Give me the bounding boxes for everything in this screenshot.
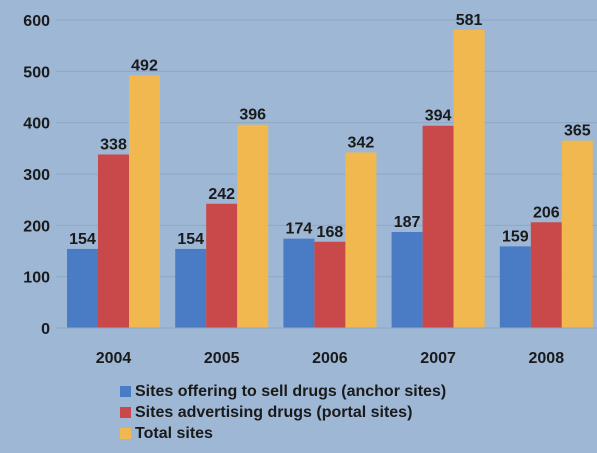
data-label-2007-series-2: 581 [456,12,483,29]
data-label-2005-series-1: 242 [208,186,235,203]
y-tick-label-500: 500 [23,64,50,81]
bar-2006-series-2 [345,152,377,328]
bar-2008-series-0 [499,246,531,328]
legend-item-portal: Sites advertising drugs (portal sites) [120,402,446,423]
data-label-2006-series-1: 168 [317,224,344,241]
y-tick-label-200: 200 [23,218,50,235]
data-label-2006-series-2: 342 [348,134,375,151]
bar-2004-series-2 [129,75,160,328]
x-tick-label-2006: 2006 [312,350,348,367]
bar-2007-series-0 [391,232,423,328]
data-label-2007-series-0: 187 [394,214,421,231]
legend-item-anchor: Sites offering to sell drugs (anchor sit… [120,381,446,402]
x-tick-label-2007: 2007 [420,350,456,367]
y-tick-label-300: 300 [23,167,50,184]
bar-2008-series-2 [561,140,593,328]
data-label-2008-series-1: 206 [533,204,560,221]
y-tick-label-400: 400 [23,116,50,133]
y-tick-label-600: 600 [23,13,50,30]
legend-label-anchor: Sites offering to sell drugs (anchor sit… [135,383,447,400]
data-label-2008-series-2: 365 [564,123,591,140]
legend: Sites offering to sell drugs (anchor sit… [120,381,446,444]
data-labels: 154 338 492 154 242 396 174 168 342 187 394 581 1592… [69,12,591,248]
bar-2008-series-1 [530,222,562,328]
data-label-2004-series-1: 338 [100,136,127,153]
y-tick-label-100: 100 [23,270,50,287]
bar-2005-series-1 [206,203,238,328]
y-axis-labels: 0 100 200 300 400 500 600 [23,13,50,338]
legend-swatch-total [120,428,131,439]
legend-swatch-anchor [120,386,131,397]
legend-label-portal: Sites advertising drugs (portal sites) [135,404,413,421]
data-label-2004-series-2: 492 [131,57,158,74]
legend-swatch-portal [120,407,131,418]
x-tick-label-2005: 2005 [204,350,240,367]
bars [67,29,593,329]
bar-2007-series-1 [422,125,454,328]
bar-2004-series-1 [98,154,129,328]
data-label-2008-series-0: 159 [502,228,529,245]
bar-chart: 0 100 200 300 400 500 600 2004 2005 2006 2007 2008… [23,12,597,367]
data-label-2007-series-1: 394 [425,108,452,125]
bar-2005-series-2 [237,124,269,328]
bar-2006-series-1 [314,241,346,328]
bar-2004-series-0 [67,248,98,328]
bar-2006-series-0 [283,238,315,328]
x-tick-label-2008: 2008 [529,350,565,367]
legend-label-total: Total sites [135,425,213,442]
legend-item-total: Total sites [120,423,446,444]
data-label-2006-series-0: 174 [286,221,313,238]
bar-2005-series-0 [175,248,207,328]
x-tick-label-2004: 2004 [96,350,132,367]
y-tick-label-0: 0 [41,321,50,338]
bar-2007-series-2 [453,29,485,329]
data-label-2004-series-0: 154 [69,231,96,248]
data-label-2005-series-2: 396 [239,107,266,124]
data-label-2005-series-0: 154 [177,231,204,248]
x-axis-labels: 2004 2005 2006 2007 2008 [96,350,564,367]
